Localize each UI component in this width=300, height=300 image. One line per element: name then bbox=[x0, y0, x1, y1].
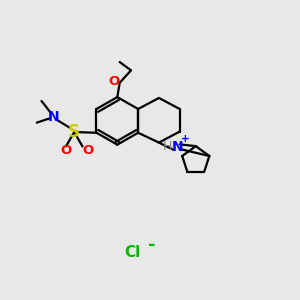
Text: S: S bbox=[68, 123, 80, 141]
Text: O: O bbox=[60, 144, 71, 158]
Text: O: O bbox=[108, 75, 119, 88]
Text: N: N bbox=[48, 110, 60, 124]
Text: N: N bbox=[172, 140, 183, 154]
Text: -: - bbox=[148, 236, 155, 254]
Text: +: + bbox=[181, 134, 189, 144]
Text: H: H bbox=[163, 140, 172, 153]
Text: O: O bbox=[82, 143, 94, 157]
Text: Cl: Cl bbox=[124, 245, 140, 260]
